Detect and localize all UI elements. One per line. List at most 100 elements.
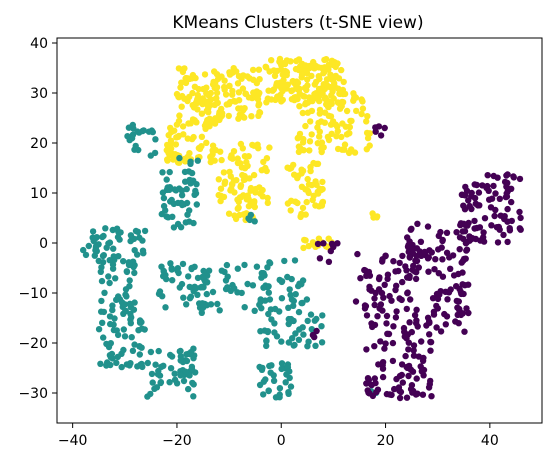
y-tick-label: 10 — [30, 186, 48, 202]
scatter-point — [167, 137, 175, 144]
scatter-point — [299, 204, 307, 212]
scatter-point — [405, 339, 412, 346]
scatter-point — [516, 175, 524, 183]
scatter-point — [177, 347, 184, 355]
scatter-point — [338, 133, 345, 141]
scatter-point — [268, 96, 275, 103]
scatter-point — [214, 99, 221, 107]
scatter-point — [222, 91, 230, 98]
scatter-point — [255, 112, 262, 120]
scatter-point — [363, 272, 370, 279]
scatter-point — [485, 187, 492, 194]
scatter-point — [171, 127, 178, 134]
scatter-point — [247, 184, 255, 192]
scatter-point — [198, 143, 205, 150]
y-tick-label: 30 — [30, 86, 48, 102]
scatter-point — [250, 171, 258, 179]
scatter-point — [276, 58, 283, 65]
scatter-point — [437, 228, 444, 236]
scatter-point — [139, 237, 146, 244]
scatter-point — [459, 228, 466, 235]
scatter-point — [155, 347, 162, 355]
scatter-point — [374, 313, 381, 320]
scatter-point — [170, 156, 177, 163]
scatter-point — [405, 346, 412, 353]
scatter-point — [114, 233, 122, 241]
scatter-point — [132, 142, 139, 150]
scatter-point — [272, 305, 279, 313]
scatter-point — [334, 145, 342, 153]
scatter-point — [413, 317, 420, 324]
scatter-point — [303, 86, 310, 94]
scatter-point — [193, 284, 200, 292]
scatter-point — [466, 202, 473, 210]
scatter-point — [287, 315, 295, 323]
scatter-point — [461, 328, 468, 335]
scatter-point — [246, 175, 253, 182]
scatter-point — [307, 163, 314, 171]
scatter-point — [375, 275, 383, 283]
scatter-point — [202, 125, 209, 132]
scatter-point — [178, 103, 185, 110]
scatter-point — [110, 326, 118, 334]
scatter-point — [176, 154, 183, 162]
scatter-point — [127, 360, 134, 367]
scatter-point — [318, 339, 326, 346]
scatter-point — [180, 377, 188, 385]
scatter-point — [453, 297, 460, 305]
scatter-point — [471, 225, 478, 232]
scatter-point — [241, 105, 248, 112]
scatter-point — [303, 296, 311, 303]
scatter-point — [235, 73, 243, 80]
scatter-point — [442, 288, 449, 295]
scatter-point — [399, 252, 406, 260]
scatter-point — [330, 243, 337, 251]
scatter-point — [396, 394, 404, 402]
scatter-point — [238, 289, 245, 297]
scatter-point — [296, 103, 303, 110]
scatter-point — [281, 59, 288, 67]
scatter-point — [167, 365, 175, 372]
scatter-point — [223, 101, 230, 108]
scatter-point — [459, 310, 466, 317]
scatter-point — [198, 133, 206, 140]
x-tick-label: 20 — [377, 433, 395, 449]
scatter-point — [223, 261, 231, 269]
scatter-point — [149, 128, 156, 136]
scatter-point — [270, 67, 278, 74]
scatter-point — [456, 246, 463, 253]
scatter-point — [305, 338, 312, 345]
scatter-point — [122, 308, 129, 315]
scatter-point — [190, 393, 197, 400]
scatter-point — [262, 297, 269, 304]
y-tick-label: −30 — [18, 386, 48, 402]
scatter-point — [110, 321, 117, 328]
chart-title: KMeans Clusters (t-SNE view) — [172, 13, 423, 33]
scatter-point — [160, 268, 167, 275]
scatter-point — [290, 161, 297, 169]
scatter-point — [124, 133, 131, 140]
scatter-point — [152, 361, 159, 368]
scatter-point — [325, 101, 332, 108]
scatter-point — [405, 241, 412, 249]
scatter-point — [213, 84, 221, 91]
scatter-point — [408, 328, 415, 336]
scatter-point — [265, 310, 272, 318]
scatter-point — [262, 376, 269, 383]
scatter-point — [234, 80, 242, 87]
scatter-point — [278, 365, 285, 373]
scatter-point — [108, 350, 116, 358]
scatter-point — [504, 238, 511, 246]
scatter-point — [299, 299, 306, 307]
scatter-point — [300, 92, 307, 100]
scatter-point — [290, 302, 297, 309]
scatter-point — [241, 304, 248, 311]
scatter-point — [319, 199, 326, 207]
scatter-point — [264, 194, 271, 202]
scatter-point — [468, 189, 475, 197]
scatter-point — [263, 342, 270, 350]
scatter-point — [158, 210, 165, 218]
x-tick-label: −40 — [58, 433, 88, 449]
scatter-point — [163, 176, 170, 183]
scatter-point — [491, 212, 498, 220]
